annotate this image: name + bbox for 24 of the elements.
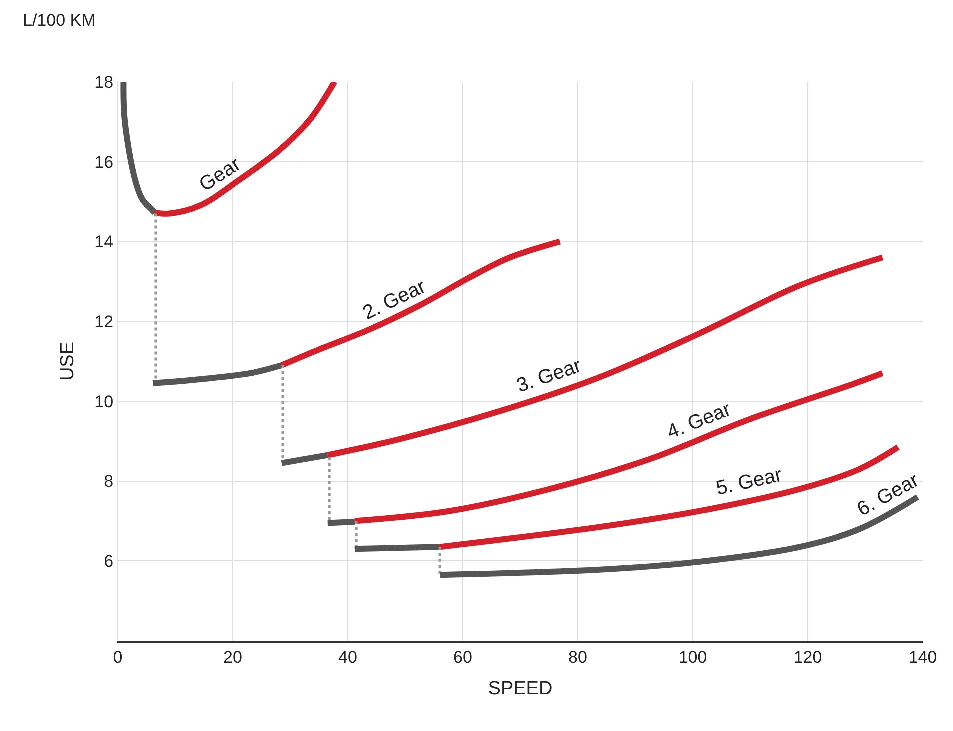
text: 4. Gear [664,398,735,444]
y-tick-label: 6 [104,552,114,572]
text: 2. Gear [360,276,430,325]
x-tick-label: 20 [224,648,242,668]
x-tick-label: 120 [794,648,822,668]
y-tick-label: 18 [94,72,114,92]
x-tick-label: 80 [568,648,588,668]
y-axis-title: USE [58,342,79,382]
y-tick-label: 10 [94,392,114,412]
text: 3. Gear [514,354,585,398]
y-tick-label: 14 [94,232,114,252]
x-tick-label: 0 [113,648,123,668]
text: 5. Gear [714,464,785,500]
y-tick-label: 8 [104,472,114,492]
x-tick-label: 140 [908,648,938,668]
text: L/100 KM [23,11,96,30]
y-tick-label: 12 [94,312,114,332]
x-axis-title: SPEED [488,678,553,700]
y-tick-label: 16 [94,152,114,172]
text: 6. Gear [854,469,924,521]
x-tick-label: 40 [338,648,358,668]
x-tick-label: 60 [454,648,472,668]
text: Gear [196,153,246,196]
x-tick-label: 100 [678,648,708,668]
